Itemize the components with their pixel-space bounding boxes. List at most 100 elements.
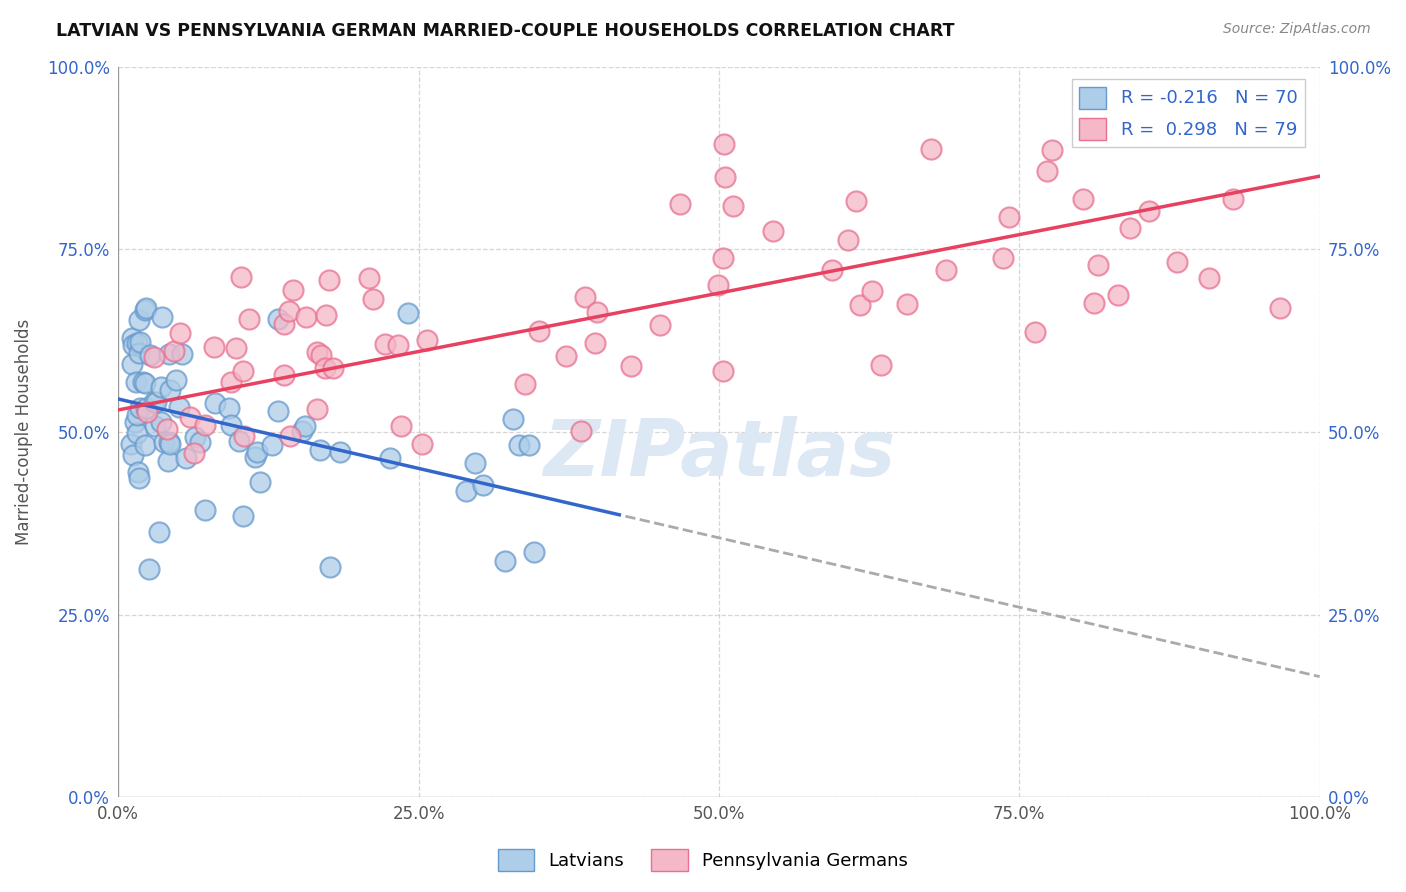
Point bbox=[569, 424, 592, 438]
Point bbox=[837, 234, 859, 248]
Point bbox=[820, 263, 842, 277]
Point bbox=[138, 562, 160, 576]
Point bbox=[167, 400, 190, 414]
Point bbox=[315, 309, 337, 323]
Point bbox=[159, 437, 181, 451]
Point bbox=[134, 438, 156, 452]
Point bbox=[128, 401, 150, 416]
Point bbox=[309, 443, 332, 458]
Point bbox=[1071, 192, 1094, 206]
Point bbox=[935, 262, 957, 277]
Point bbox=[183, 446, 205, 460]
Point bbox=[845, 194, 868, 209]
Point bbox=[194, 417, 217, 432]
Point bbox=[411, 437, 433, 451]
Point bbox=[707, 278, 730, 293]
Point bbox=[714, 170, 737, 185]
Point bbox=[219, 417, 242, 432]
Point bbox=[125, 335, 148, 350]
Point bbox=[713, 136, 735, 151]
Point bbox=[527, 324, 550, 338]
Point bbox=[125, 376, 148, 390]
Point bbox=[135, 405, 157, 419]
Point bbox=[523, 544, 546, 558]
Point bbox=[361, 292, 384, 306]
Point bbox=[648, 318, 671, 333]
Point bbox=[120, 437, 142, 451]
Point bbox=[848, 298, 870, 312]
Point bbox=[150, 310, 173, 325]
Point bbox=[184, 430, 207, 444]
Point bbox=[513, 377, 536, 392]
Point bbox=[586, 305, 609, 319]
Point bbox=[283, 283, 305, 297]
Point bbox=[188, 435, 211, 450]
Point bbox=[380, 451, 402, 466]
Point bbox=[156, 421, 179, 435]
Point bbox=[128, 312, 150, 326]
Point bbox=[179, 410, 201, 425]
Point bbox=[159, 384, 181, 398]
Point bbox=[124, 415, 146, 429]
Point bbox=[238, 311, 260, 326]
Point bbox=[149, 416, 172, 430]
Point bbox=[713, 364, 735, 378]
Point bbox=[314, 361, 336, 376]
Point bbox=[266, 403, 288, 417]
Point bbox=[389, 419, 412, 434]
Point bbox=[127, 465, 149, 479]
Point bbox=[1118, 220, 1140, 235]
Point bbox=[122, 448, 145, 462]
Point bbox=[319, 560, 342, 574]
Point bbox=[152, 434, 174, 449]
Point bbox=[1080, 111, 1102, 125]
Point bbox=[245, 450, 267, 464]
Point bbox=[991, 251, 1014, 265]
Point bbox=[998, 210, 1021, 224]
Point bbox=[1040, 143, 1063, 157]
Point bbox=[273, 317, 295, 331]
Legend: R = -0.216   N = 70, R =  0.298   N = 79: R = -0.216 N = 70, R = 0.298 N = 79 bbox=[1071, 79, 1305, 147]
Point bbox=[1024, 325, 1046, 339]
Point bbox=[294, 310, 316, 325]
Point bbox=[762, 224, 785, 238]
Point bbox=[291, 424, 314, 438]
Point bbox=[156, 453, 179, 467]
Point bbox=[870, 358, 893, 372]
Point bbox=[721, 199, 744, 213]
Point bbox=[318, 272, 340, 286]
Point bbox=[1222, 193, 1244, 207]
Point bbox=[508, 438, 530, 452]
Point bbox=[669, 196, 692, 211]
Point bbox=[194, 503, 217, 517]
Point bbox=[225, 341, 247, 355]
Point bbox=[396, 306, 419, 320]
Point bbox=[1268, 301, 1291, 315]
Point bbox=[127, 426, 149, 441]
Point bbox=[416, 333, 439, 347]
Point bbox=[157, 434, 180, 449]
Point bbox=[128, 346, 150, 360]
Point bbox=[1125, 88, 1147, 103]
Text: ZIPatlas: ZIPatlas bbox=[543, 416, 896, 491]
Point bbox=[246, 445, 269, 459]
Point bbox=[1139, 203, 1161, 218]
Point bbox=[228, 434, 250, 449]
Point bbox=[583, 335, 606, 350]
Point bbox=[134, 302, 156, 317]
Point bbox=[121, 337, 143, 351]
Point bbox=[309, 348, 332, 362]
Point bbox=[134, 376, 156, 390]
Point bbox=[169, 326, 191, 340]
Point bbox=[273, 368, 295, 382]
Point bbox=[232, 428, 254, 442]
Point bbox=[1107, 288, 1129, 302]
Point bbox=[387, 337, 409, 351]
Point bbox=[121, 357, 143, 371]
Text: Source: ZipAtlas.com: Source: ZipAtlas.com bbox=[1223, 22, 1371, 37]
Point bbox=[502, 412, 524, 426]
Point bbox=[232, 508, 254, 523]
Point bbox=[1035, 163, 1057, 178]
Point bbox=[1198, 271, 1220, 285]
Point bbox=[1084, 98, 1107, 112]
